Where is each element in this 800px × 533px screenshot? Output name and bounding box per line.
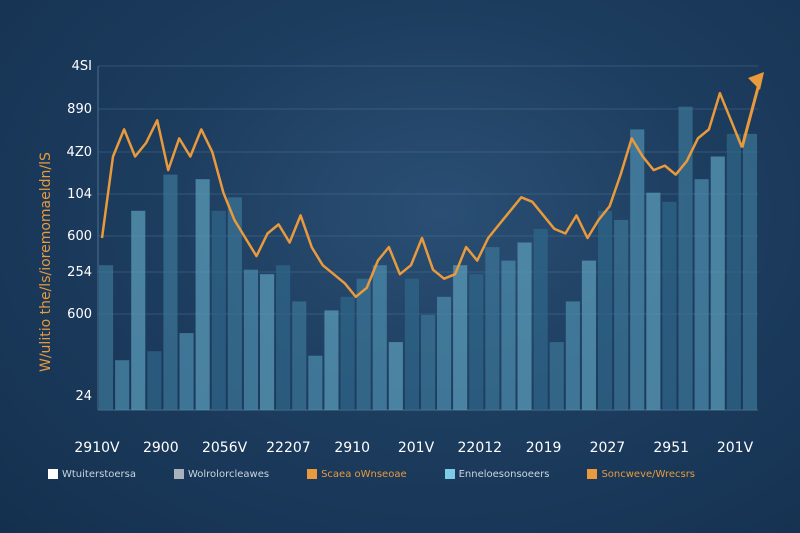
bar [598,210,613,410]
bar [356,278,371,410]
bar [292,301,307,410]
y-axis-label: W/ulitio the/ls/ioremomaeldn/lS [38,152,54,372]
legend-item[interactable]: Wtuiterstoersa [48,469,136,480]
bar [421,314,436,410]
bar [581,260,596,410]
line-arrow-segment [740,79,762,148]
bar [163,174,178,410]
legend-swatch-4 [444,469,455,479]
bar [469,274,484,410]
y-tick-label: 4SI [72,59,92,74]
bar [501,260,516,410]
bar [662,201,677,410]
bar [694,179,709,410]
bar [179,333,194,410]
bar [243,269,258,410]
legend-item[interactable]: Wolrolorcleawes [173,468,270,480]
bar [710,156,725,410]
line-series [100,72,764,299]
line-path [100,91,744,299]
bar [308,355,323,410]
legend-label-1: Wtuiterstoersa [62,468,136,480]
arrow-head-icon [748,72,764,90]
x-tick-label: 2019 [526,440,562,456]
x-tick-labels: 2910V 2900 2056V 22207 2910 201V 22012 2019 2027… [74,440,753,456]
bar [195,179,210,410]
legend-swatch-2 [173,469,184,479]
bar [211,210,226,410]
bar [565,301,580,410]
y-tick-labels: 4SI 890 4Z0 104 600 254 600 24 [67,59,92,404]
bar-series [99,106,757,410]
bar [147,351,162,410]
bar [404,278,419,410]
x-tick-label: 2951 [653,440,689,456]
legend-item[interactable]: Enneloesonsoeers [444,468,550,480]
bar [453,265,468,410]
bar [372,265,387,410]
y-tick-label: 254 [67,265,92,280]
legend-swatch-3 [307,469,318,479]
bar [227,197,242,410]
bar [742,133,757,410]
legend-label-2: Wolrolorcleawes [187,468,270,480]
legend-label-4: Enneloesonsoeers [458,468,550,480]
x-tick-label: 2056V [202,440,248,456]
bar [678,106,693,410]
bar [437,296,452,410]
bar [99,265,114,410]
x-tick-label: 2910V [74,440,120,456]
x-tick-label: 201V [398,440,435,456]
y-tick-label: 600 [67,229,92,244]
x-tick-label: 2900 [143,440,179,456]
legend-swatch-5 [587,469,598,479]
legend: Wtuiterstoersa Wolrolorcleawes Scaea oWn… [48,466,748,482]
bar [646,192,661,410]
legend-swatch-1 [48,469,58,479]
bar [115,360,130,410]
y-tick-label: 890 [67,102,92,117]
bar [340,296,355,410]
x-tick-label: 2910 [334,440,370,456]
bar [517,242,532,410]
legend-label-3: Scaea oWnseoae [321,468,407,480]
x-tick-label: 22012 [458,440,503,456]
y-tick-label: 4Z0 [67,145,92,160]
bar [324,310,339,410]
bar [533,228,548,410]
bar [485,247,500,410]
bar [388,342,403,410]
legend-label-5: Soncweve/Wrecsrs [601,468,696,480]
x-tick-label: 2027 [590,440,626,456]
y-tick-label: 24 [75,389,92,404]
legend-item[interactable]: Soncweve/Wrecsrs [587,469,695,480]
y-tick-label: 600 [67,307,92,322]
bar [614,219,629,410]
bar [131,210,146,410]
bar [276,265,291,410]
bar [630,129,645,410]
x-tick-label: 22207 [266,440,311,456]
legend-item[interactable]: Scaea oWnseoae [307,469,407,480]
x-tick-label: 201V [717,440,754,456]
bar [260,274,275,410]
y-tick-label: 104 [67,187,92,202]
bar [726,133,741,410]
bar [549,342,564,410]
